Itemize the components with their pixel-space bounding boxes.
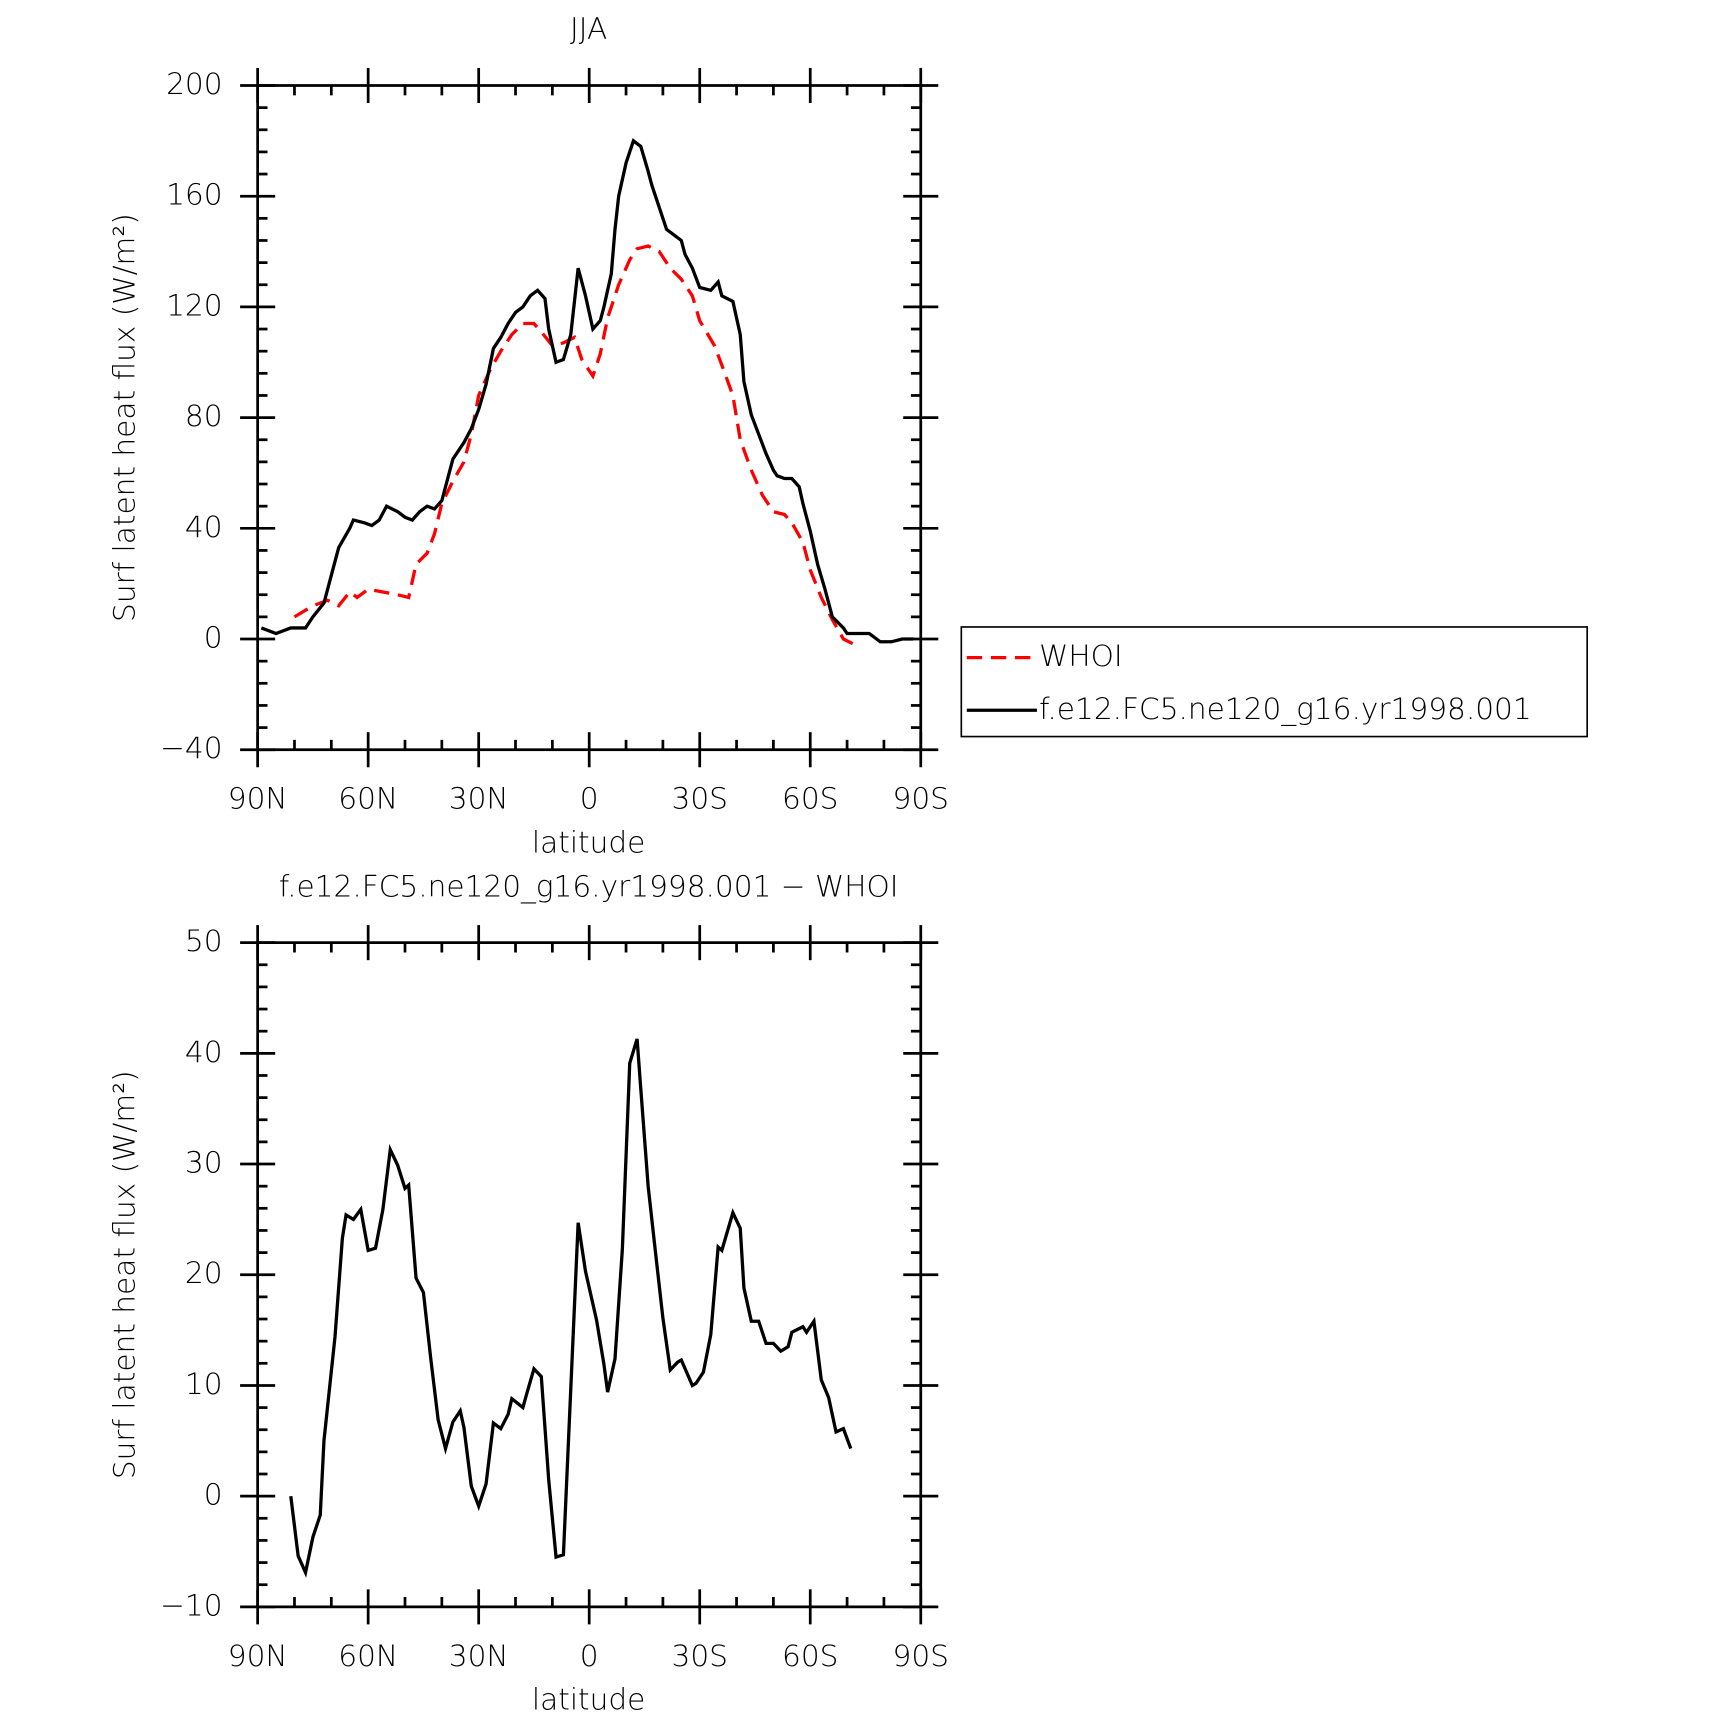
y-tick-label: 120: [166, 288, 222, 322]
x-tick-label: 90N: [228, 782, 288, 816]
data-line: [260, 138, 914, 644]
y-tick-label: 0: [204, 621, 223, 655]
x-tick-label: 60S: [782, 782, 838, 816]
x-tick-label: 60N: [338, 782, 398, 816]
y-axis-label: Surf latent heat flux (W/m²): [108, 213, 142, 622]
x-tick-label: 0: [580, 1639, 599, 1673]
x-tick-label: 90S: [893, 1639, 949, 1673]
y-tick-label: 20: [185, 1256, 223, 1290]
y-tick-label: 0: [204, 1478, 223, 1512]
y-tick-label: −40: [160, 731, 222, 765]
x-tick-label: 0: [580, 782, 599, 816]
x-axis-label: latitude: [532, 825, 645, 859]
x-tick-label: 30S: [672, 1639, 728, 1673]
y-axis-label: Surf latent heat flux (W/m²): [108, 1070, 142, 1479]
x-tick-label: 60S: [782, 1639, 838, 1673]
legend-box: [960, 626, 1589, 738]
x-tick-label: 60N: [338, 1639, 398, 1673]
x-tick-label: 30S: [672, 782, 728, 816]
legend-label: f.e12.FC5.ne120_g16.yr1998.001: [1039, 692, 1532, 727]
y-tick-label: 80: [185, 399, 223, 433]
y-tick-label: 160: [166, 178, 222, 212]
x-tick-label: 30N: [449, 1639, 509, 1673]
y-tick-label: 50: [185, 924, 223, 958]
x-tick-label: 30N: [449, 782, 509, 816]
plot-frame: [256, 941, 923, 1609]
data-line: [289, 1038, 853, 1578]
x-axis-label: latitude: [532, 1683, 645, 1717]
y-tick-label: 200: [166, 67, 222, 101]
y-tick-label: 30: [185, 1146, 223, 1180]
chart-title: f.e12.FC5.ne120_g16.yr1998.001 − WHOI: [279, 869, 899, 904]
y-tick-label: 40: [185, 510, 223, 544]
y-tick-label: 10: [185, 1367, 223, 1401]
y-tick-label: −10: [160, 1588, 222, 1622]
data-line: [293, 244, 856, 647]
x-tick-label: 90S: [893, 782, 949, 816]
y-tick-label: 40: [185, 1035, 223, 1069]
x-tick-label: 90N: [228, 1639, 288, 1673]
legend-label: WHOI: [1039, 639, 1123, 673]
plot-frame: [256, 84, 923, 752]
chart-title: JJA: [570, 12, 607, 46]
